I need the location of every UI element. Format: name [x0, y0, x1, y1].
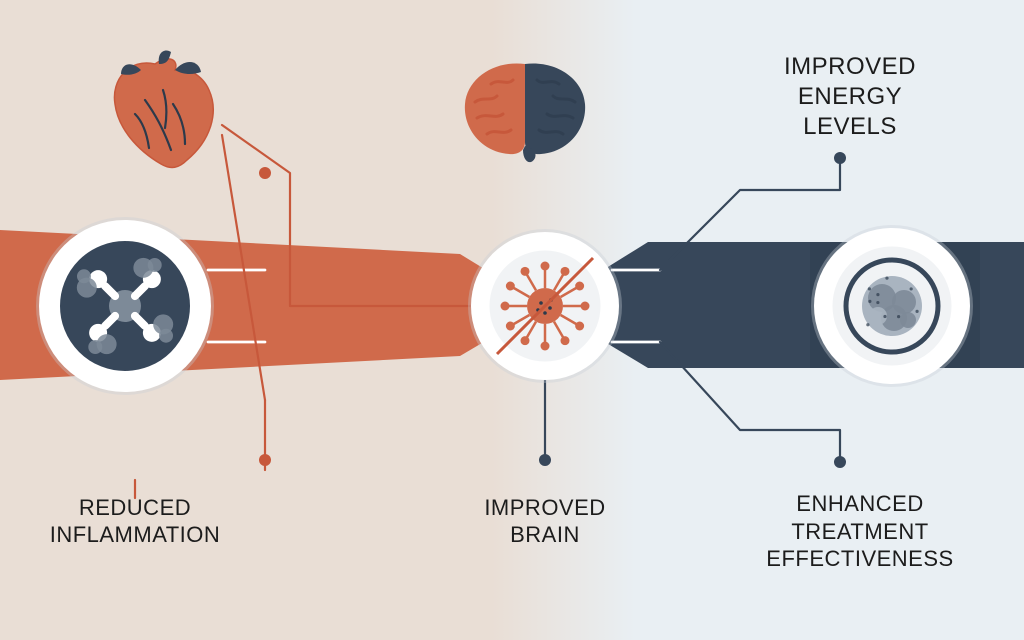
label-enhanced-treatment: ENHANCED TREATMENT EFFECTIVENESS	[720, 490, 1000, 573]
label-improved-brain: IMPROVED BRAIN	[405, 494, 685, 549]
label-reduced-inflammation: REDUCED INFLAMMATION	[0, 494, 275, 549]
label-improved-energy: IMPROVED ENERGY LEVELS	[710, 52, 990, 142]
infographic-stage: REDUCED INFLAMMATION IMPROVED BRAIN IMPR…	[0, 0, 1024, 640]
